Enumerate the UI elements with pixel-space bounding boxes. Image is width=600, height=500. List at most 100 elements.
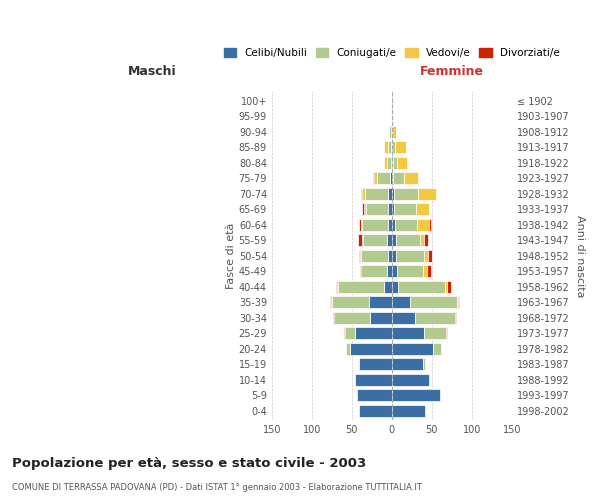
Bar [387, 156, 391, 169]
Bar [392, 405, 425, 417]
Bar [392, 374, 428, 386]
Bar [392, 312, 415, 324]
Bar [365, 188, 388, 200]
Bar [361, 250, 388, 262]
Bar [392, 390, 440, 402]
Bar [395, 141, 406, 154]
Bar [410, 296, 457, 308]
Bar [363, 234, 387, 246]
Bar [392, 188, 394, 200]
Bar [445, 280, 447, 293]
Bar [416, 203, 428, 215]
Bar [392, 328, 424, 340]
Bar [457, 296, 458, 308]
Bar [394, 203, 416, 215]
Bar [395, 218, 418, 231]
Bar [420, 234, 424, 246]
Bar [392, 358, 423, 370]
Bar [344, 328, 346, 340]
Bar [366, 203, 388, 215]
Bar [392, 126, 396, 138]
Bar [361, 188, 362, 200]
Text: Popolazione per età, sesso e stato civile - 2003: Popolazione per età, sesso e stato civil… [12, 458, 366, 470]
Bar [418, 218, 430, 231]
Bar [392, 172, 404, 184]
Text: COMUNE DI TERRASSA PADOVANA (PD) - Dati ISTAT 1° gennaio 2003 - Elaborazione TUT: COMUNE DI TERRASSA PADOVANA (PD) - Dati … [12, 482, 422, 492]
Bar [392, 280, 398, 293]
Bar [392, 234, 396, 246]
Bar [377, 172, 390, 184]
Bar [424, 328, 446, 340]
Bar [359, 218, 361, 231]
Bar [361, 265, 387, 278]
Bar [423, 265, 427, 278]
Bar [415, 312, 455, 324]
Bar [392, 141, 395, 154]
Bar [392, 156, 397, 169]
Bar [392, 250, 396, 262]
Bar [358, 390, 392, 402]
Bar [446, 328, 447, 340]
Bar [331, 296, 332, 308]
Bar [338, 280, 384, 293]
Bar [404, 172, 418, 184]
Bar [388, 141, 391, 154]
Bar [390, 172, 392, 184]
Bar [359, 358, 392, 370]
Bar [374, 172, 377, 184]
Bar [346, 328, 355, 340]
Bar [370, 312, 392, 324]
Bar [396, 250, 424, 262]
Bar [391, 126, 392, 138]
Bar [391, 156, 392, 169]
Bar [388, 218, 392, 231]
Bar [424, 234, 428, 246]
Bar [355, 328, 392, 340]
Bar [389, 126, 391, 138]
Bar [428, 250, 432, 262]
Bar [428, 203, 430, 215]
Bar [337, 280, 338, 293]
Bar [346, 343, 350, 355]
Bar [359, 250, 360, 262]
Bar [336, 280, 337, 293]
Bar [423, 358, 425, 370]
Bar [387, 265, 392, 278]
Bar [362, 218, 388, 231]
Bar [362, 188, 365, 200]
Y-axis label: Fasce di età: Fasce di età [226, 222, 236, 289]
Bar [355, 374, 392, 386]
Bar [433, 343, 442, 355]
Bar [358, 358, 359, 370]
Bar [361, 218, 362, 231]
Bar [388, 203, 392, 215]
Bar [397, 265, 423, 278]
Bar [360, 265, 361, 278]
Bar [350, 343, 392, 355]
Bar [392, 218, 395, 231]
Bar [362, 234, 363, 246]
Bar [396, 234, 420, 246]
Bar [360, 250, 361, 262]
Bar [392, 343, 433, 355]
Bar [392, 296, 410, 308]
Bar [427, 265, 431, 278]
Bar [424, 250, 428, 262]
Bar [384, 156, 387, 169]
Bar [362, 203, 364, 215]
Bar [334, 312, 370, 324]
Bar [447, 280, 451, 293]
Bar [373, 172, 374, 184]
Bar [364, 203, 366, 215]
Bar [358, 234, 362, 246]
Bar [398, 280, 445, 293]
Text: Maschi: Maschi [128, 65, 176, 78]
Bar [384, 141, 388, 154]
Legend: Celibi/Nubili, Coniugati/e, Vedovi/e, Divorziati/e: Celibi/Nubili, Coniugati/e, Vedovi/e, Di… [220, 44, 564, 62]
Bar [458, 296, 459, 308]
Bar [392, 203, 394, 215]
Text: Femmine: Femmine [420, 65, 484, 78]
Bar [370, 296, 392, 308]
Bar [384, 280, 392, 293]
Bar [418, 188, 436, 200]
